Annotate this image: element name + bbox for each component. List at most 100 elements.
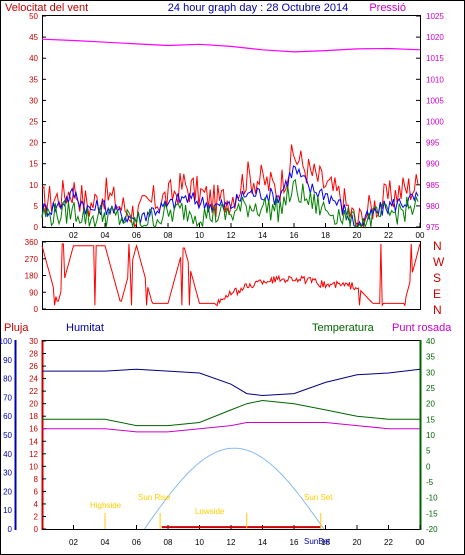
wind-tick-label: 5: [34, 202, 39, 211]
annotation-highside: Highside: [90, 501, 122, 510]
annotation-lowside: Lowside: [195, 507, 225, 516]
wind-x-label: 02: [69, 231, 78, 240]
temperature-line: [42, 399, 420, 427]
rain-tick-label: 26: [29, 362, 38, 371]
humidity-tick-label: 70: [3, 393, 12, 402]
temperature-tick-label: 35: [426, 353, 435, 362]
wind-tick-label: 25: [29, 118, 38, 127]
pressure-tick-label: 1000: [426, 118, 444, 127]
wind-x-label: 12: [227, 231, 236, 240]
temperature-tick-label: 0: [426, 462, 431, 471]
temperature-tick-label: 15: [426, 415, 435, 424]
rain-tick-label: 8: [34, 475, 39, 484]
solar-line: [143, 447, 325, 530]
wind-x-label: 22: [384, 231, 393, 240]
header-left-title: Velocitat del vent: [5, 2, 88, 14]
rain-tick-label: 6: [34, 487, 39, 496]
rain-tick-label: 0: [34, 525, 39, 534]
rain-tick-label: 2: [34, 512, 39, 521]
wind-tick-label: 45: [29, 33, 38, 42]
panel-direction-series: [41, 243, 421, 307]
direction-line: [41, 243, 421, 307]
humidity-x-label: 14: [258, 538, 267, 547]
wind-x-label: 20: [353, 231, 362, 240]
pressure-tick-label: 985: [426, 181, 440, 190]
humidity-x-label: 20: [353, 538, 362, 547]
rain-tick-label: 4: [34, 500, 39, 509]
panel-wind-x-labels: 02 04 06 08 10 12 14 16 18 20 22 00: [69, 231, 425, 240]
humidity-x-label: 06: [132, 538, 141, 547]
temperature-tick-label: -5: [426, 478, 434, 487]
wind-tick-label: 40: [29, 54, 38, 63]
pressure-tick-label: 975: [426, 223, 440, 232]
direction-letter: N: [433, 303, 442, 317]
humidity-x-label: 00: [416, 538, 425, 547]
rain-tick-label: 20: [29, 400, 38, 409]
humidity-x-label: 04: [101, 538, 110, 547]
direction-tick-label: 0: [34, 305, 39, 314]
humidity-tick-label: 40: [3, 450, 12, 459]
annotation-sunset: Sun Set: [304, 493, 333, 502]
direction-tick-label: 90: [29, 288, 38, 297]
direction-letter: S: [433, 271, 441, 285]
pressure-tick-label: 1020: [426, 33, 444, 42]
pressure-tick-label: 1010: [426, 75, 444, 84]
rain-tick-label: 24: [29, 375, 38, 384]
humidity-tick-label: 20: [3, 487, 12, 496]
temperature-tick-label: 40: [426, 337, 435, 346]
temperature-tick-label: 10: [426, 431, 435, 440]
wind-x-label: 08: [164, 231, 173, 240]
humidity-x-label: 18: [321, 538, 330, 547]
temperature-tick-label: 5: [426, 447, 431, 456]
humidity-x-label: 12: [227, 538, 236, 547]
humidity-tick-label: 30: [3, 469, 12, 478]
humidity-x-label: 10: [195, 538, 204, 547]
panel-humidity-grid: [42, 340, 421, 530]
humidity-tick-label: 0: [8, 525, 13, 534]
temperature-tick-label: 25: [426, 384, 435, 393]
rain-label: Pluja: [4, 322, 29, 334]
wind-x-label: 18: [321, 231, 330, 240]
temperature-tick-label: -10: [426, 494, 438, 503]
temperature-tick-label: -20: [426, 525, 438, 534]
pressure-tick-label: 990: [426, 160, 440, 169]
wind-tick-label: 15: [29, 160, 38, 169]
wind-x-label: 00: [416, 231, 425, 240]
wind-tick-label: 20: [29, 139, 38, 148]
humidity-tick-label: 60: [3, 412, 12, 421]
humidity-x-label: 16: [290, 538, 299, 547]
rain-tick-label: 12: [29, 450, 38, 459]
humidity-x-label: 22: [384, 538, 393, 547]
pressure-line: [41, 38, 421, 53]
humidity-tick-label: 90: [3, 356, 12, 365]
rain-tick-label: 22: [29, 387, 38, 396]
panel-humidity-x-labels: 02 04 06 08 10 12 14 16 18 20 22 00: [69, 538, 425, 547]
wind-tick-label: 30: [29, 96, 38, 105]
direction-letter: N: [433, 239, 442, 253]
humidity-tick-label: 10: [3, 506, 12, 515]
wind-tick-label: 0: [34, 223, 39, 232]
panel-wind-frame: [42, 15, 421, 228]
humidity-tick-label: 50: [3, 431, 12, 440]
pressure-tick-label: 1005: [426, 96, 444, 105]
pressure-tick-label: 995: [426, 139, 440, 148]
temperature-tick-label: 20: [426, 400, 435, 409]
pressure-tick-label: 980: [426, 202, 440, 211]
humidity-line: [42, 368, 421, 397]
wind-x-label: 04: [101, 231, 110, 240]
dewpoint-line: [42, 422, 420, 433]
direction-letter: E: [433, 287, 441, 301]
annotation-sunrise: Sun Rise: [138, 493, 171, 502]
pressure-tick-label: 1025: [426, 12, 444, 21]
temperature-tick-label: 30: [426, 368, 435, 377]
header-right-title: Pressió: [369, 2, 406, 14]
panel-wind-grid: [42, 15, 421, 228]
rain-tick-label: 30: [29, 337, 38, 346]
temperature-tick-label: -15: [426, 509, 438, 518]
dewpoint-label: Punt rosada: [392, 322, 452, 334]
annotation-sunbet: SunBet: [304, 537, 331, 546]
humidity-x-label: 02: [69, 538, 78, 547]
wind-x-label: 10: [195, 231, 204, 240]
rain-tick-label: 16: [29, 425, 38, 434]
